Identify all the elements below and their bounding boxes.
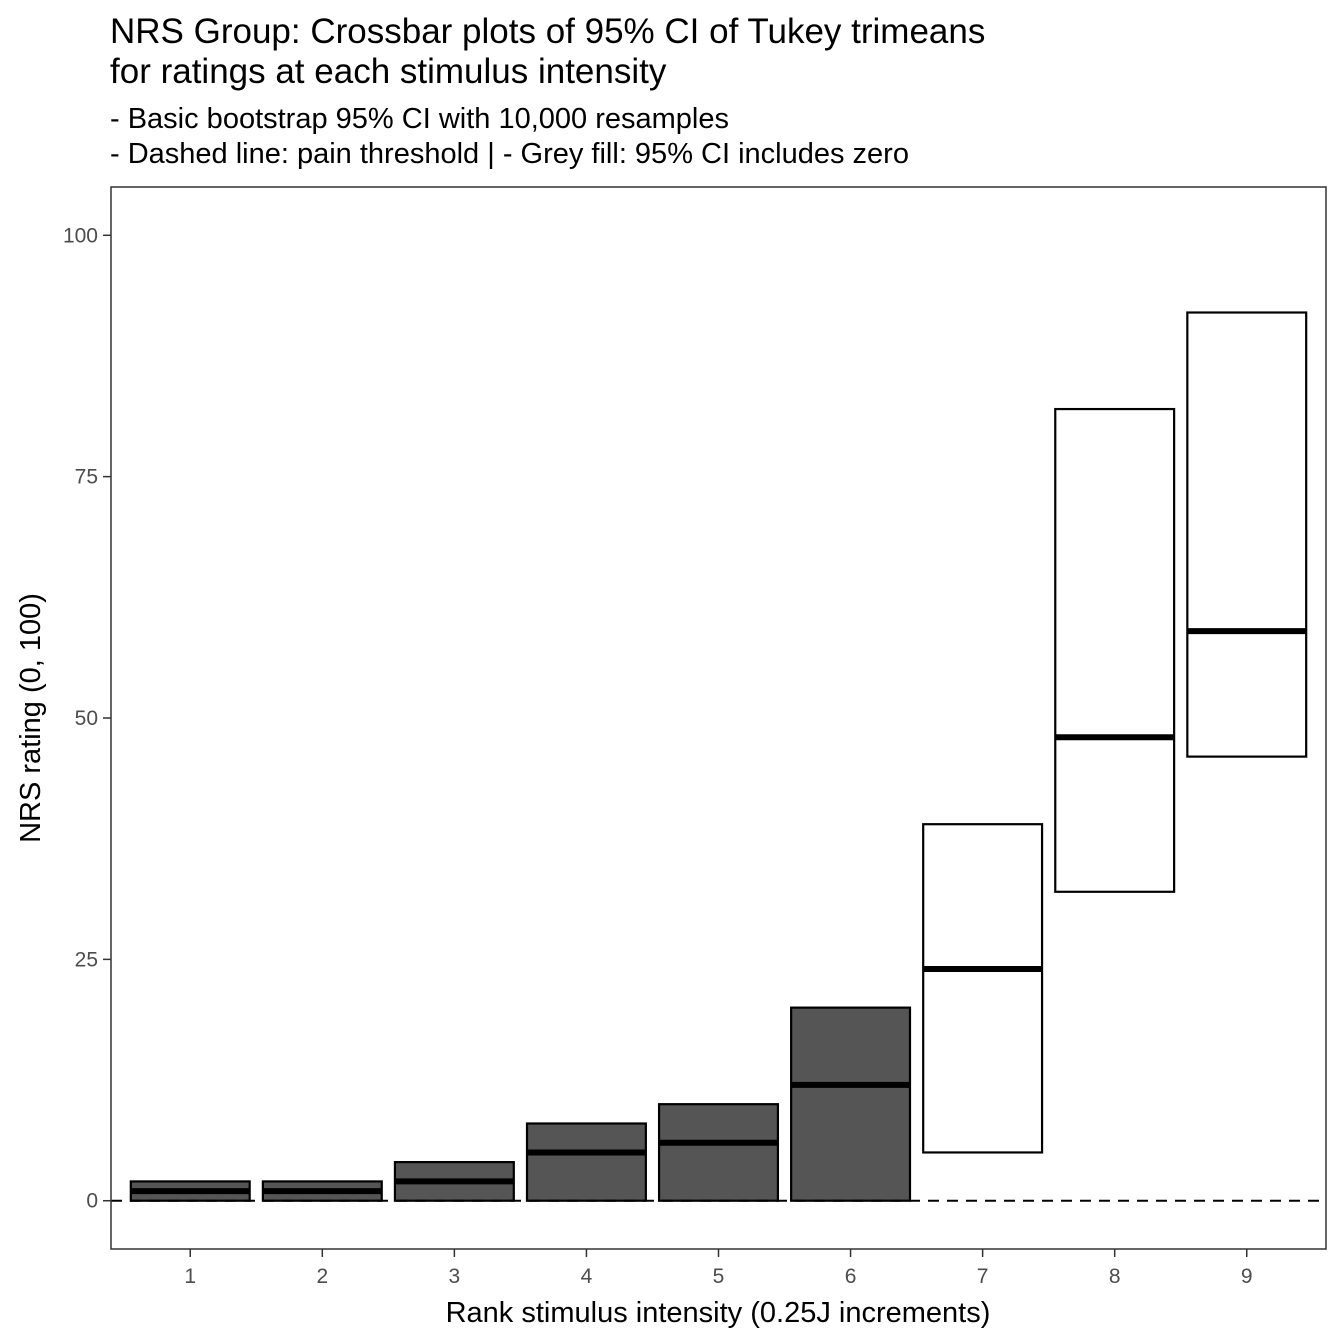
x-axis: 1 2 3 4 5 6 7 8 9 xyxy=(184,1249,1253,1288)
x-tick-label: 9 xyxy=(1241,1265,1253,1288)
x-axis-title: Rank stimulus intensity (0.25J increment… xyxy=(446,1297,991,1329)
x-tick-label: 6 xyxy=(845,1265,857,1288)
chart-subtitle: - Basic bootstrap 95% CI with 10,000 res… xyxy=(110,102,909,172)
ci-box-9 xyxy=(1186,311,1308,758)
ci-box-7 xyxy=(922,823,1044,1154)
chart-subtitle-line-2: - Dashed line: pain threshold | - Grey f… xyxy=(110,138,909,170)
x-tick-label: 3 xyxy=(449,1265,461,1288)
chart-title: NRS Group: Crossbar plots of 95% CI of T… xyxy=(110,12,985,92)
ci-box-6 xyxy=(790,1006,912,1202)
y-axis-title: NRS rating (0, 100) xyxy=(15,593,47,843)
crossbar-6 xyxy=(790,1006,912,1202)
crossbar-4 xyxy=(525,1122,647,1202)
x-tick-label: 1 xyxy=(184,1265,196,1288)
x-tick-label: 5 xyxy=(713,1265,725,1288)
y-tick-label: 100 xyxy=(63,224,98,247)
crossbar-9 xyxy=(1186,311,1308,758)
y-axis: 0 25 50 75 100 xyxy=(63,224,111,1213)
ci-box-8 xyxy=(1054,407,1176,893)
chart-subtitle-line-1: - Basic bootstrap 95% CI with 10,000 res… xyxy=(110,103,729,135)
crossbar-7 xyxy=(922,823,1044,1154)
ci-box-5 xyxy=(657,1103,780,1202)
x-tick-label: 8 xyxy=(1109,1265,1121,1288)
crossbar-3 xyxy=(393,1161,515,1202)
y-tick-label: 50 xyxy=(75,707,98,730)
crossbar-1 xyxy=(129,1180,251,1202)
ci-box-4 xyxy=(525,1122,647,1202)
x-tick-label: 2 xyxy=(316,1265,328,1288)
crossbar-2 xyxy=(261,1180,383,1202)
chart-marks xyxy=(129,311,1308,1202)
crossbar-8 xyxy=(1054,407,1176,893)
y-tick-label: 0 xyxy=(86,1190,98,1213)
x-tick-label: 7 xyxy=(977,1265,989,1288)
chart-title-line-2: for ratings at each stimulus intensity xyxy=(110,52,667,91)
crossbar-5 xyxy=(657,1103,780,1202)
chart-title-line-1: NRS Group: Crossbar plots of 95% CI of T… xyxy=(110,12,986,51)
y-tick-label: 25 xyxy=(75,948,98,971)
x-tick-label: 4 xyxy=(581,1265,593,1288)
y-tick-label: 75 xyxy=(75,466,98,489)
